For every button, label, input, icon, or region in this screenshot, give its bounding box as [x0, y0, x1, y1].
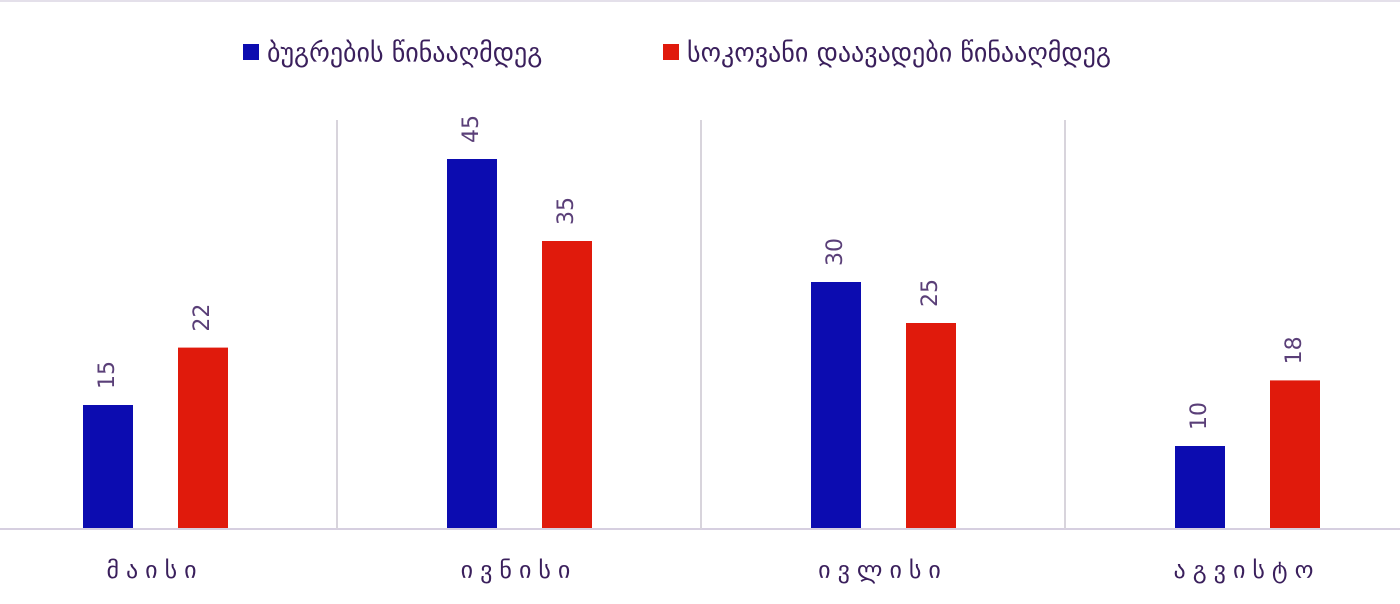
x-tick-label: ივლისი [818, 556, 948, 584]
data-label: 15 [95, 361, 120, 389]
data-label: 25 [918, 279, 943, 307]
legend-label: ბუგრების წინააღმდეგ [267, 39, 542, 69]
bar [447, 159, 497, 528]
bar [1270, 380, 1320, 528]
bar [83, 405, 133, 528]
data-label: 45 [459, 115, 484, 143]
x-tick-label: მაისი [106, 556, 203, 584]
x-tick-label: აგვისტო [1174, 556, 1321, 584]
legend-swatch [663, 44, 679, 60]
data-label: 30 [823, 238, 848, 266]
data-label: 22 [190, 304, 215, 332]
data-label: 18 [1282, 336, 1307, 364]
bar [1175, 446, 1225, 528]
bar [178, 347, 228, 528]
legend-label: სოკოვანი დაავადები წინააღმდეგ [687, 39, 1111, 69]
legend-swatch [243, 44, 259, 60]
x-tick-label: ივნისი [461, 556, 578, 584]
bar [542, 241, 592, 528]
data-label: 10 [1187, 402, 1212, 430]
data-label: 35 [554, 197, 579, 225]
bar [906, 323, 956, 528]
bar [811, 282, 861, 528]
